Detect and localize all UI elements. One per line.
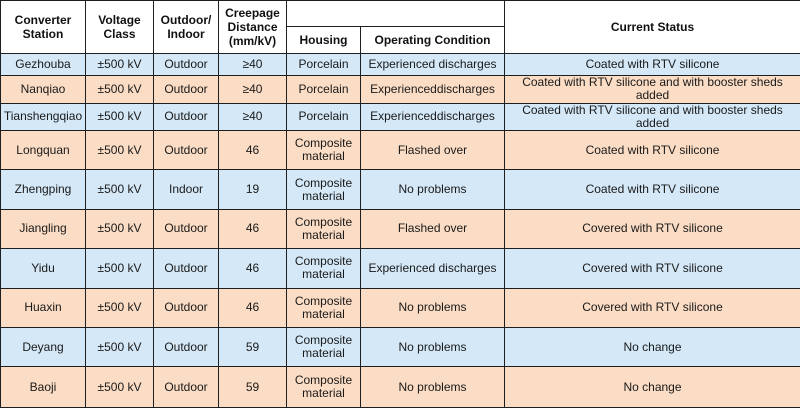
table-row: Zhengping ±500 kV Indoor 19 Composite ma… [0, 169, 800, 210]
cell-housing: Composite material [286, 248, 361, 289]
table-row: Tianshengqiao ±500 kV Outdoor ≥40 Porcel… [0, 102, 800, 131]
cell-voltage: ±500 kV [85, 287, 154, 329]
cell-voltage: ±500 kV [85, 208, 154, 250]
cell-housing: Composite material [286, 129, 361, 171]
cell-operating: No problems [360, 327, 505, 368]
cell-creepage: ≥40 [218, 75, 287, 104]
cell-outdoor: Outdoor [153, 287, 219, 329]
cell-station: Baoji [0, 366, 86, 408]
cell-status: Coated with RTV silicone and with booste… [504, 102, 800, 131]
cell-operating: Experienceddischarges [360, 102, 505, 131]
cell-status: Covered with RTV silicone [504, 248, 800, 289]
cell-station: Yidu [0, 248, 86, 289]
table-row: Jiangling ±500 kV Outdoor 46 Composite m… [0, 208, 800, 250]
cell-status: Coated with RTV silicone [504, 129, 800, 171]
table-row: Baoji ±500 kV Outdoor 59 Composite mater… [0, 366, 800, 408]
header-housing: Housing [286, 26, 361, 54]
cell-housing: Porcelain [286, 75, 361, 104]
cell-operating: No problems [360, 287, 505, 329]
cell-housing: Porcelain [286, 102, 361, 131]
cell-operating: Experienced discharges [360, 248, 505, 289]
cell-creepage: 59 [218, 327, 287, 368]
cell-outdoor: Outdoor [153, 102, 219, 131]
cell-outdoor: Outdoor [153, 366, 219, 408]
cell-creepage: 59 [218, 366, 287, 408]
cell-outdoor: Outdoor [153, 327, 219, 368]
cell-voltage: ±500 kV [85, 102, 154, 131]
table-row: Longquan ±500 kV Outdoor 46 Composite ma… [0, 129, 800, 171]
cell-creepage: 46 [218, 129, 287, 171]
cell-status: No change [504, 327, 800, 368]
cell-station: Gezhouba [0, 52, 86, 77]
cell-station: Longquan [0, 129, 86, 171]
header-outdoor-indoor: Outdoor/ Indoor [153, 0, 219, 54]
cell-voltage: ±500 kV [85, 327, 154, 368]
cell-creepage: ≥40 [218, 52, 287, 77]
header-voltage-class: Voltage Class [85, 0, 154, 54]
cell-housing: Composite material [286, 327, 361, 368]
header-operating-condition: Operating Condition [360, 26, 505, 54]
header-current-status: Current Status [504, 0, 800, 54]
cell-outdoor: Outdoor [153, 129, 219, 171]
cell-station: Tianshengqiao [0, 102, 86, 131]
cell-outdoor: Outdoor [153, 52, 219, 77]
cell-housing: Composite material [286, 366, 361, 408]
cell-status: Covered with RTV silicone [504, 208, 800, 250]
cell-outdoor: Outdoor [153, 208, 219, 250]
cell-voltage: ±500 kV [85, 248, 154, 289]
table-row: Deyang ±500 kV Outdoor 59 Composite mate… [0, 327, 800, 368]
header-creepage-distance: Creepage Distance (mm/kV) [218, 0, 287, 54]
cell-status: Covered with RTV silicone [504, 287, 800, 329]
cell-status: Coated with RTV silicone [504, 52, 800, 77]
cell-voltage: ±500 kV [85, 169, 154, 210]
cell-status: Coated with RTV silicone and with booste… [504, 75, 800, 104]
cell-creepage: ≥40 [218, 102, 287, 131]
cell-operating: Flashed over [360, 129, 505, 171]
cell-voltage: ±500 kV [85, 52, 154, 77]
table-row: Yidu ±500 kV Outdoor 46 Composite materi… [0, 248, 800, 289]
header-blank-group [286, 0, 505, 27]
cell-creepage: 46 [218, 208, 287, 250]
cell-housing: Composite material [286, 169, 361, 210]
cell-voltage: ±500 kV [85, 75, 154, 104]
cell-housing: Porcelain [286, 52, 361, 77]
cell-voltage: ±500 kV [85, 366, 154, 408]
cell-station: Nanqiao [0, 75, 86, 104]
header-converter-station: Converter Station [0, 0, 86, 54]
cell-operating: No problems [360, 169, 505, 210]
cell-station: Huaxin [0, 287, 86, 329]
cell-creepage: 19 [218, 169, 287, 210]
cell-outdoor: Indoor [153, 169, 219, 210]
cell-outdoor: Outdoor [153, 75, 219, 104]
cell-operating: No problems [360, 366, 505, 408]
cell-voltage: ±500 kV [85, 129, 154, 171]
cell-housing: Composite material [286, 287, 361, 329]
cell-status: No change [504, 366, 800, 408]
cell-station: Zhengping [0, 169, 86, 210]
cell-creepage: 46 [218, 287, 287, 329]
cell-operating: Experienceddischarges [360, 75, 505, 104]
cell-housing: Composite material [286, 208, 361, 250]
table-row: Gezhouba ±500 kV Outdoor ≥40 Porcelain E… [0, 52, 800, 77]
cell-station: Deyang [0, 327, 86, 368]
cell-operating: Experienced discharges [360, 52, 505, 77]
cell-status: Coated with RTV silicone [504, 169, 800, 210]
cell-station: Jiangling [0, 208, 86, 250]
cell-creepage: 46 [218, 248, 287, 289]
table-row: Nanqiao ±500 kV Outdoor ≥40 Porcelain Ex… [0, 75, 800, 104]
cell-outdoor: Outdoor [153, 248, 219, 289]
cell-operating: Flashed over [360, 208, 505, 250]
table-row: Huaxin ±500 kV Outdoor 46 Composite mate… [0, 287, 800, 329]
